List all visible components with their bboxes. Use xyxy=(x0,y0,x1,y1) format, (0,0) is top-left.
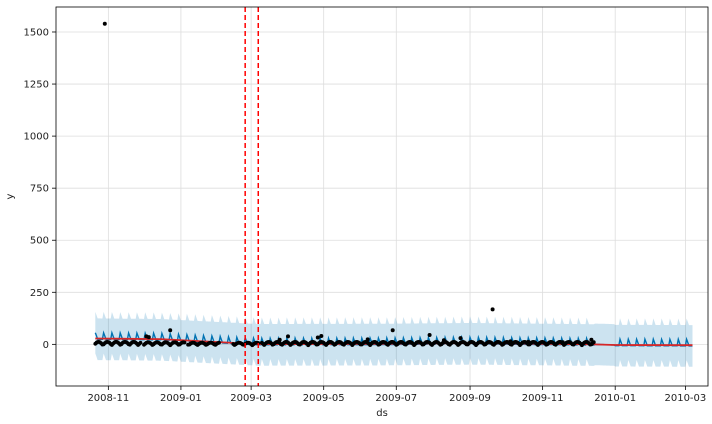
observed-points-layer xyxy=(93,21,596,348)
x-tick-label: 2008-11 xyxy=(87,393,129,404)
x-tick-label: 2009-03 xyxy=(230,393,272,404)
observed-point xyxy=(315,335,320,340)
observed-point xyxy=(102,21,107,26)
y-tick-label: 1250 xyxy=(24,80,49,91)
observed-point xyxy=(508,339,513,344)
observed-point xyxy=(365,337,370,342)
observed-point xyxy=(182,340,187,345)
x-axis-label: ds xyxy=(376,408,388,419)
y-axis-label: y xyxy=(5,193,16,199)
x-tick-label: 2009-07 xyxy=(375,393,417,404)
x-tick-label: 2009-01 xyxy=(160,393,202,404)
x-axis-ticks: 2008-11 2009-01 2009-03 2009-05 2009-07 2009-… xyxy=(87,386,706,404)
y-tick-label: 750 xyxy=(30,184,49,195)
observed-point xyxy=(589,337,594,342)
observed-point xyxy=(427,333,432,337)
observed-point xyxy=(146,335,151,340)
y-axis-ticks: 0 250 500 750 1000 1250 1500 xyxy=(24,27,56,351)
observed-point xyxy=(591,340,596,345)
x-tick-label: 2010-03 xyxy=(664,393,706,404)
observed-point xyxy=(277,337,282,342)
observed-point xyxy=(168,328,173,333)
observed-point xyxy=(217,340,221,345)
y-tick-label: 500 xyxy=(30,236,49,247)
observed-point xyxy=(390,328,395,333)
observed-point xyxy=(560,340,565,345)
x-tick-label: 2010-01 xyxy=(594,393,636,404)
plot-frame xyxy=(55,6,709,387)
observed-point xyxy=(526,339,531,344)
x-tick-label: 2009-09 xyxy=(449,393,491,404)
y-tick-label: 1000 xyxy=(24,132,49,143)
observed-point xyxy=(458,336,463,341)
observed-point xyxy=(138,340,143,345)
y-tick-label: 0 xyxy=(43,340,49,351)
x-tick-label: 2009-05 xyxy=(303,393,345,404)
observed-point xyxy=(319,334,324,338)
changepoint-layer xyxy=(244,7,260,386)
x-tick-label: 2009-11 xyxy=(522,393,564,404)
y-tick-label: 1500 xyxy=(24,27,49,38)
observed-point xyxy=(490,307,495,312)
observed-point xyxy=(441,338,446,343)
y-tick-label: 250 xyxy=(30,288,49,299)
observed-point xyxy=(286,334,290,339)
